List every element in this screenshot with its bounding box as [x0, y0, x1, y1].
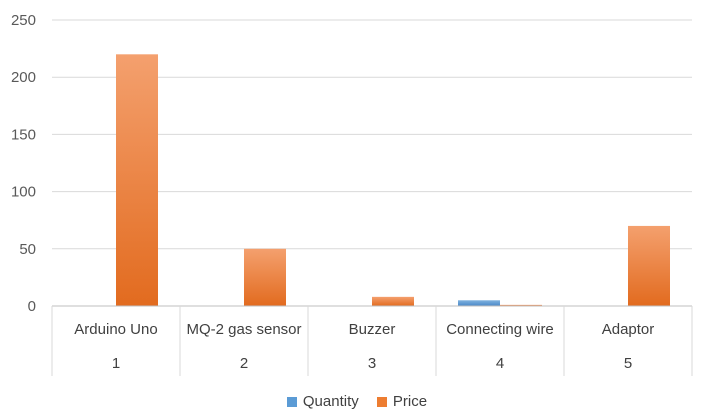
bar-price-1 — [116, 54, 158, 306]
category-number-label: 2 — [240, 355, 248, 372]
category-label: Buzzer — [349, 321, 396, 338]
y-tick-label: 50 — [19, 241, 36, 258]
y-tick-label: 100 — [11, 184, 36, 201]
category-label: Connecting wire — [446, 321, 554, 338]
category-number-label: 4 — [496, 355, 504, 372]
legend-item-price: Price — [376, 393, 428, 410]
legend: Quantity Price — [0, 393, 714, 411]
category-number-label: 5 — [624, 355, 632, 372]
legend-label-quantity: Quantity — [302, 393, 359, 410]
y-tick-label: 200 — [11, 69, 36, 86]
y-tick-label: 0 — [28, 298, 36, 315]
legend-label-price: Price — [392, 393, 428, 410]
y-tick-label: 250 — [11, 12, 36, 29]
x-axis: Arduino Uno 1 MQ-2 gas sensor 2 Buzzer 3 Conne… — [51, 305, 693, 376]
bar-price-3 — [372, 296, 414, 306]
bar-quantity-4 — [458, 300, 500, 306]
y-tick-label: 150 — [11, 126, 36, 143]
bar-price-5 — [628, 225, 670, 306]
category-number-label: 3 — [368, 355, 376, 372]
legend-item-quantity: Quantity — [286, 393, 359, 410]
bar-price-2 — [244, 248, 286, 306]
category-number-label: 1 — [112, 355, 120, 372]
legend-swatch-price — [376, 396, 387, 407]
legend-swatch-quantity — [286, 396, 297, 407]
category-label: Arduino Uno — [74, 321, 157, 338]
category-label: Adaptor — [602, 321, 655, 338]
bar-price-4 — [500, 304, 542, 306]
category-label: MQ-2 gas sensor — [186, 321, 301, 338]
bars — [116, 54, 670, 306]
y-axis-tick-labels: 0 50 100 150 200 250 — [11, 12, 36, 315]
